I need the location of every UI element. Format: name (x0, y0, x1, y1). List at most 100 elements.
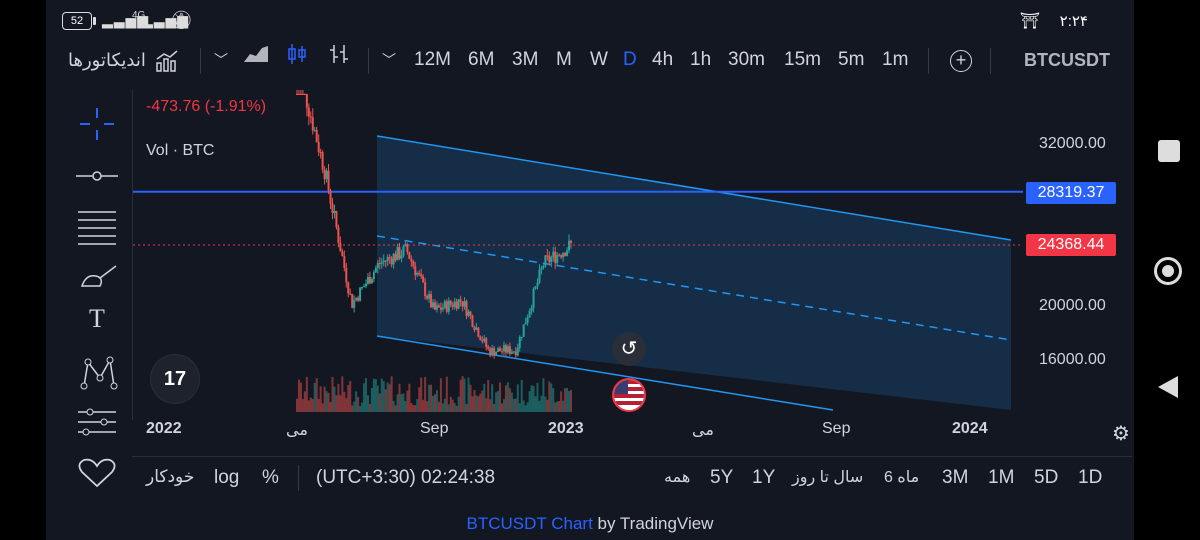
tf-month[interactable]: M (556, 49, 572, 70)
back-icon[interactable] (1156, 374, 1182, 400)
timezone-button[interactable]: (UTC+3:30) 02:24:38 (316, 467, 496, 488)
volume-bar (349, 381, 352, 412)
candle-body (359, 287, 362, 301)
volume-bar (475, 395, 478, 412)
volume-bar (412, 405, 415, 412)
heart-icon[interactable] (60, 452, 134, 492)
tf-1h[interactable]: 1h (690, 49, 712, 70)
volume-bar (506, 382, 509, 412)
candles-icon[interactable] (286, 42, 308, 82)
candle-body (558, 254, 561, 256)
volume-bar (552, 388, 555, 412)
volume-bar (380, 378, 383, 412)
candle-body (296, 94, 298, 95)
tf-day[interactable]: D (623, 49, 637, 70)
candle-body (351, 294, 354, 308)
volume-bar (390, 376, 393, 412)
volume-bar (394, 405, 397, 412)
candle-body (481, 340, 484, 342)
add-symbol-icon[interactable]: + (950, 50, 972, 72)
volume-bar (489, 399, 492, 412)
candle-body (516, 347, 519, 356)
parallel-channel[interactable] (376, 135, 1012, 411)
toolbar-separator (928, 48, 929, 74)
tf-30m[interactable]: 30m (728, 49, 765, 70)
candle-body (536, 282, 539, 287)
tf-5m[interactable]: 5m (838, 49, 865, 70)
range-5y[interactable]: 5Y (710, 467, 734, 488)
tf-6m[interactable]: 6M (468, 49, 495, 70)
trendline-icon[interactable] (60, 156, 134, 196)
range-all[interactable]: همه (664, 469, 691, 486)
candle-body (396, 247, 399, 261)
candle-body (345, 267, 348, 283)
fib-tool-icon[interactable] (60, 204, 134, 248)
bars-icon[interactable] (328, 42, 350, 82)
tradingview-logo-icon[interactable]: 17 (150, 354, 200, 404)
candle-body (307, 107, 310, 117)
range-1m[interactable]: 1M (988, 467, 1015, 488)
candle-body (347, 282, 350, 294)
range-ytd[interactable]: سال تا روز (792, 469, 864, 486)
brush-icon[interactable] (60, 256, 134, 296)
volume-bar (327, 392, 330, 412)
candle-body (566, 250, 569, 256)
volume-legend[interactable]: Vol · BTC (146, 142, 215, 159)
candle-body (550, 257, 553, 263)
tf-1m[interactable]: 1m (882, 49, 909, 70)
range-1y[interactable]: 1Y (752, 467, 776, 488)
measure-tool-icon[interactable] (60, 402, 134, 442)
candle-body (408, 251, 411, 259)
range-3m[interactable]: 3M (942, 467, 969, 488)
status-bar: 52 ▂▃▅▆ 4G ▂▃▅▆ 🔕︎ ⛩︎ ۲:۲۴ (46, 0, 1134, 42)
toolbar-separator (200, 48, 201, 74)
symbol-name[interactable]: BTCUSDT (1024, 50, 1110, 70)
volume-bar (325, 391, 328, 412)
candle-body (418, 273, 421, 275)
home-icon[interactable] (1154, 257, 1182, 285)
text-tool-icon[interactable]: T (89, 304, 105, 333)
percent-scale-button[interactable]: % (262, 467, 279, 488)
crosshair-icon[interactable] (60, 104, 134, 144)
volume-bar (432, 395, 435, 412)
vpn-icon: ⛩︎ (1019, 13, 1040, 30)
tf-15m[interactable]: 15m (784, 49, 821, 70)
log-scale-button[interactable]: log (214, 467, 240, 488)
price-tick: 32000.00 (1039, 135, 1106, 152)
candle-body (394, 253, 397, 261)
candle-body (341, 251, 344, 257)
auto-scale-button[interactable]: خودکار (146, 467, 195, 486)
price-chart[interactable]: 32000.00 20000.00 16000.00 (133, 90, 1125, 420)
us-flag-icon[interactable] (612, 378, 646, 412)
range-6m[interactable]: 6 ماه (884, 469, 920, 486)
candle-body (416, 273, 419, 275)
candle-body (433, 302, 436, 310)
area-chart-icon[interactable] (242, 42, 270, 82)
volume-bar (524, 405, 527, 412)
chart-area[interactable]: 32000.00 20000.00 16000.00 (132, 90, 1125, 420)
indicators-button[interactable]: اندیکاتورها (68, 42, 179, 82)
range-5d[interactable]: 5D (1034, 467, 1059, 488)
tf-4h[interactable]: 4h (652, 49, 674, 70)
caption-symbol-link[interactable]: BTCUSDT Chart (466, 514, 593, 533)
range-1d[interactable]: 1D (1078, 467, 1103, 488)
volume-bar (528, 391, 531, 412)
volume-bar (477, 396, 480, 412)
pattern-tool-icon[interactable] (60, 352, 134, 392)
candle-body (299, 94, 302, 95)
tf-12m[interactable]: 12M (414, 49, 451, 70)
candle-body (554, 251, 557, 263)
timeframe-dropdown-icon[interactable]: ﹀ (382, 52, 396, 68)
candle-body (376, 263, 379, 269)
candle-body (477, 327, 480, 337)
volume-bar (534, 396, 537, 412)
tf-3m[interactable]: 3M (512, 49, 539, 70)
settings-gear-icon[interactable]: ⚙ (1112, 423, 1130, 445)
chart-type-dropdown-icon[interactable]: ﹀ (214, 52, 228, 68)
candle-body (390, 258, 393, 265)
candle-body (443, 301, 446, 308)
candle-body (437, 305, 440, 308)
recents-icon[interactable] (1158, 140, 1180, 162)
reset-chart-icon[interactable]: ↺ (612, 332, 646, 366)
tf-week[interactable]: W (590, 49, 608, 70)
